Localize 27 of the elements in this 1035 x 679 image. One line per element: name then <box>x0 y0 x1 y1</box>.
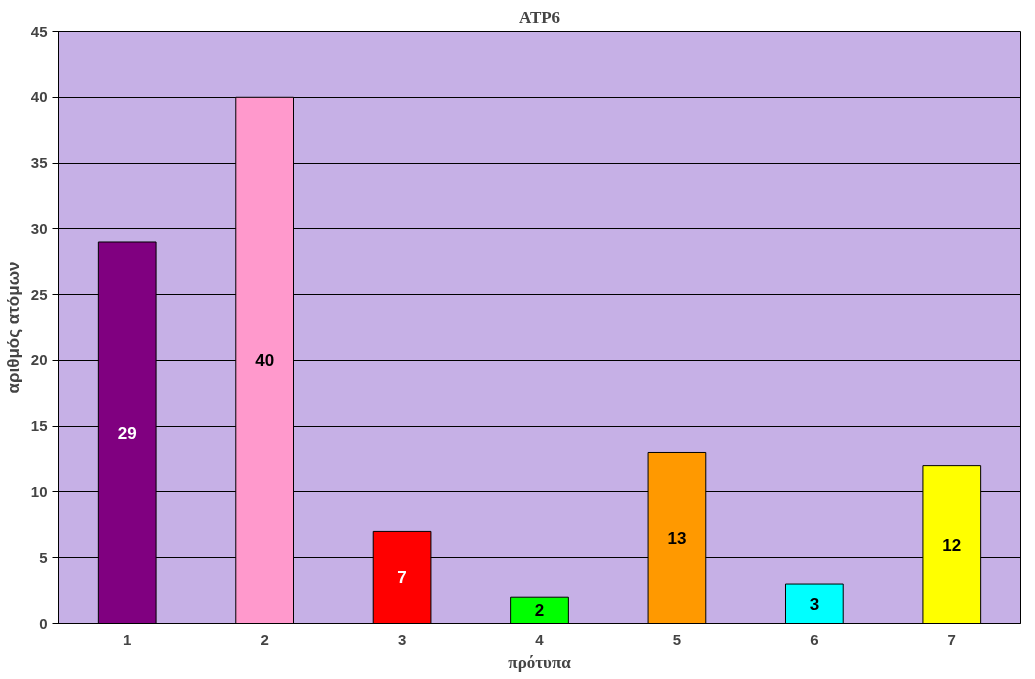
y-tick-label: 0 <box>39 614 48 632</box>
data-label: 12 <box>942 535 962 555</box>
x-tick-label: 5 <box>672 630 682 648</box>
x-tick-label: 3 <box>397 630 407 648</box>
y-tick-label: 45 <box>30 22 48 40</box>
y-tick-label: 35 <box>30 154 48 172</box>
y-tick-label: 15 <box>30 417 48 435</box>
y-axis-title: αριθμός ατόμων <box>3 261 23 394</box>
x-axis-title: πρότυπα <box>508 652 572 672</box>
y-tick-label: 40 <box>30 88 48 106</box>
data-label: 3 <box>809 594 820 614</box>
data-label: 7 <box>397 568 407 588</box>
x-tick-label: 2 <box>260 630 269 648</box>
y-tick-label: 30 <box>30 219 48 237</box>
chart-title: ATP6 <box>518 7 561 27</box>
x-tick-label: 4 <box>535 630 545 648</box>
y-tick-label: 10 <box>30 482 48 500</box>
data-label: 40 <box>255 351 275 371</box>
data-label: 2 <box>534 601 545 621</box>
y-tick-label: 5 <box>39 548 48 566</box>
x-tick-label: 6 <box>810 630 819 648</box>
y-tick-label: 25 <box>30 285 48 303</box>
data-label: 29 <box>117 423 137 443</box>
y-tick-label: 20 <box>30 351 48 369</box>
data-label: 13 <box>667 528 687 548</box>
x-tick-label: 1 <box>123 630 132 648</box>
x-tick-label: 7 <box>947 630 956 648</box>
